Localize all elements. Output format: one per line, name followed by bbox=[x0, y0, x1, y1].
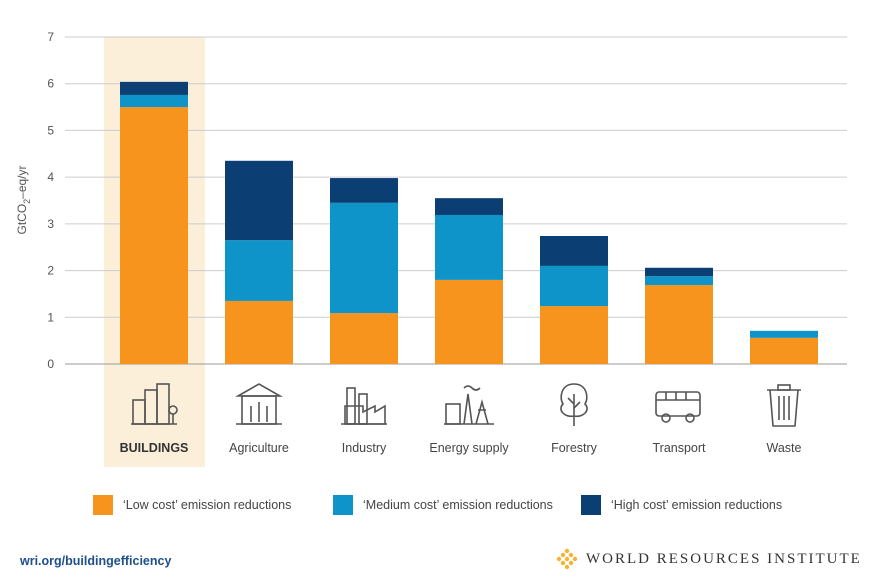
y-tick-label: 2 bbox=[47, 264, 54, 278]
legend-label: ‘Low cost’ emission reductions bbox=[123, 498, 291, 512]
y-axis-label: GtCO2–eq/yr bbox=[15, 165, 32, 234]
bar-segment-high-cost bbox=[330, 178, 398, 203]
y-tick-label: 3 bbox=[47, 217, 54, 231]
y-tick-label: 7 bbox=[47, 30, 54, 44]
industry-icon bbox=[341, 387, 387, 425]
category-label: Transport bbox=[652, 441, 706, 455]
forestry-icon bbox=[560, 383, 588, 426]
footer-url[interactable]: wri.org/buildingefficiency bbox=[20, 554, 172, 568]
wri-logo-text: WORLD RESOURCES INSTITUTE bbox=[586, 550, 862, 567]
bar-segment-low-cost bbox=[540, 306, 608, 364]
category-label: Forestry bbox=[551, 441, 598, 455]
category-label: Industry bbox=[342, 441, 387, 455]
bar-segment-low-cost bbox=[330, 313, 398, 364]
y-tick-label: 1 bbox=[47, 310, 54, 324]
bar-segment-low-cost bbox=[645, 285, 713, 364]
bar-segment-high-cost bbox=[435, 198, 503, 215]
bar-segment-medium-cost bbox=[750, 330, 818, 338]
bar-segment-medium-cost bbox=[330, 202, 398, 314]
legend-label: ‘High cost’ emission reductions bbox=[611, 498, 782, 512]
bar-segment-low-cost bbox=[435, 279, 503, 364]
agriculture-icon bbox=[234, 383, 284, 425]
y-tick-label: 5 bbox=[47, 123, 54, 137]
bar-segment-medium-cost bbox=[225, 240, 293, 301]
bar-segment-low-cost bbox=[120, 107, 188, 365]
transport-icon bbox=[655, 391, 701, 423]
bar-segment-medium-cost bbox=[120, 94, 188, 108]
legend-label: ‘Medium cost’ emission reductions bbox=[363, 498, 553, 512]
category-label: Energy supply bbox=[429, 441, 509, 455]
legend-swatch bbox=[93, 495, 113, 515]
y-tick-label: 0 bbox=[47, 357, 54, 371]
bar-segment-medium-cost bbox=[540, 265, 608, 307]
category-label: Agriculture bbox=[229, 441, 289, 455]
bar-segment-low-cost bbox=[225, 300, 293, 364]
bar-segment-medium-cost bbox=[645, 276, 713, 286]
bar-segment-medium-cost bbox=[435, 214, 503, 280]
y-tick-label: 6 bbox=[47, 77, 54, 91]
waste-icon bbox=[767, 384, 801, 427]
category-label: Waste bbox=[767, 441, 802, 455]
legend-swatch bbox=[333, 495, 353, 515]
bar-segment-high-cost bbox=[225, 160, 293, 241]
bar-segment-high-cost bbox=[120, 81, 188, 95]
bar-segment-low-cost bbox=[750, 337, 818, 364]
energy-supply-icon bbox=[444, 385, 494, 425]
bar-segment-high-cost bbox=[540, 236, 608, 266]
buildings-icon bbox=[131, 383, 178, 425]
y-tick-label: 4 bbox=[47, 170, 54, 184]
legend-swatch bbox=[581, 495, 601, 515]
category-label: BUILDINGS bbox=[120, 441, 189, 455]
wri-logo: WORLD RESOURCES INSTITUTE bbox=[556, 548, 862, 570]
wri-logo-icon bbox=[556, 548, 578, 570]
bar-segment-high-cost bbox=[645, 267, 713, 277]
